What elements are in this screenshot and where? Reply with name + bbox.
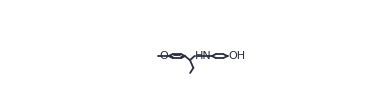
- Text: HN: HN: [195, 51, 212, 61]
- Text: O: O: [159, 51, 168, 61]
- Text: OH: OH: [228, 51, 245, 61]
